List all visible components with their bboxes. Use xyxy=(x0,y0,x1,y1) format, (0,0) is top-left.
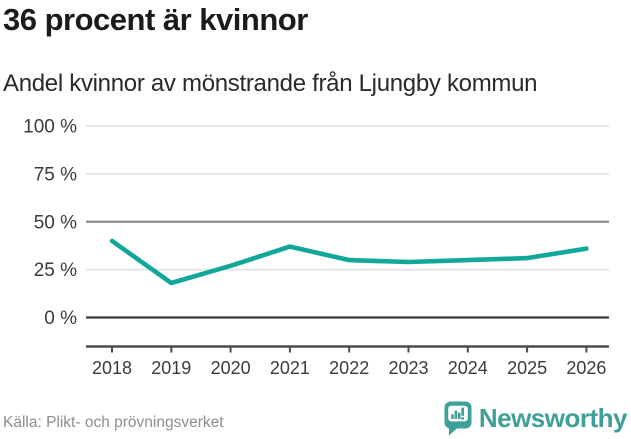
y-tick-label: 100 % xyxy=(23,117,77,138)
y-tick-label: 25 % xyxy=(34,260,77,281)
x-tick-label: 2026 xyxy=(566,358,606,378)
x-tick-label: 2021 xyxy=(270,358,310,378)
brand-logo[interactable]: Newsworthy xyxy=(444,401,628,436)
line-chart: 0 % 25 % 50 % 75 % 100 % 2018 2019 2020 2021 2022… xyxy=(23,117,609,378)
source-note: Källa: Plikt- och prövningsverket xyxy=(3,414,224,431)
chart-title: 36 procent är kvinnor xyxy=(3,2,308,37)
data-line xyxy=(109,238,589,286)
y-tick-label: 0 % xyxy=(44,308,77,329)
x-tick-label: 2025 xyxy=(507,358,547,378)
x-tick-label: 2022 xyxy=(329,358,369,378)
chart-footer: Källa: Plikt- och prövningsverket Newswo… xyxy=(3,398,628,439)
chart-subtitle: Andel kvinnor av mönstrande från Ljungby… xyxy=(3,70,538,97)
x-tick-label: 2023 xyxy=(388,358,428,378)
newsworthy-logo-icon xyxy=(444,401,472,436)
brand-wordmark: Newsworthy xyxy=(478,403,628,433)
y-tick-label: 75 % xyxy=(34,164,77,185)
x-tick-label: 2018 xyxy=(92,358,132,378)
y-tick-label: 50 % xyxy=(34,212,77,233)
x-tick-label: 2020 xyxy=(211,358,251,378)
x-tick-label: 2024 xyxy=(448,358,488,378)
x-tick-label: 2019 xyxy=(151,358,191,378)
